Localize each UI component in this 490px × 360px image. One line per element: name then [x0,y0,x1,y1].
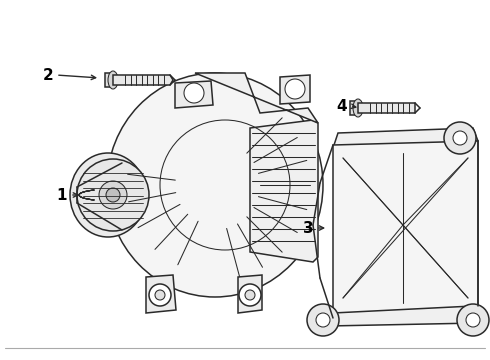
Polygon shape [195,73,318,123]
Circle shape [184,83,204,103]
Polygon shape [350,101,358,115]
Polygon shape [250,120,318,262]
Ellipse shape [70,153,146,237]
Circle shape [155,290,165,300]
Polygon shape [105,73,113,87]
Ellipse shape [108,71,118,89]
Polygon shape [238,275,262,313]
Polygon shape [333,128,478,148]
Circle shape [307,304,339,336]
Circle shape [245,290,255,300]
Circle shape [316,313,330,327]
Text: 3: 3 [303,220,313,235]
Ellipse shape [107,73,323,297]
Text: 1: 1 [57,188,67,202]
Circle shape [149,284,171,306]
Circle shape [106,188,120,202]
Circle shape [453,131,467,145]
Polygon shape [358,103,415,113]
Polygon shape [333,141,478,318]
Polygon shape [328,306,478,326]
Circle shape [77,159,149,231]
Circle shape [444,122,476,154]
Polygon shape [113,75,173,85]
Polygon shape [175,81,213,108]
Polygon shape [280,75,310,104]
Text: 2: 2 [43,68,53,82]
Text: 4: 4 [337,99,347,113]
Circle shape [285,79,305,99]
Ellipse shape [353,99,363,117]
Circle shape [457,304,489,336]
Polygon shape [146,275,176,313]
Circle shape [239,284,261,306]
Circle shape [466,313,480,327]
Circle shape [99,181,127,209]
